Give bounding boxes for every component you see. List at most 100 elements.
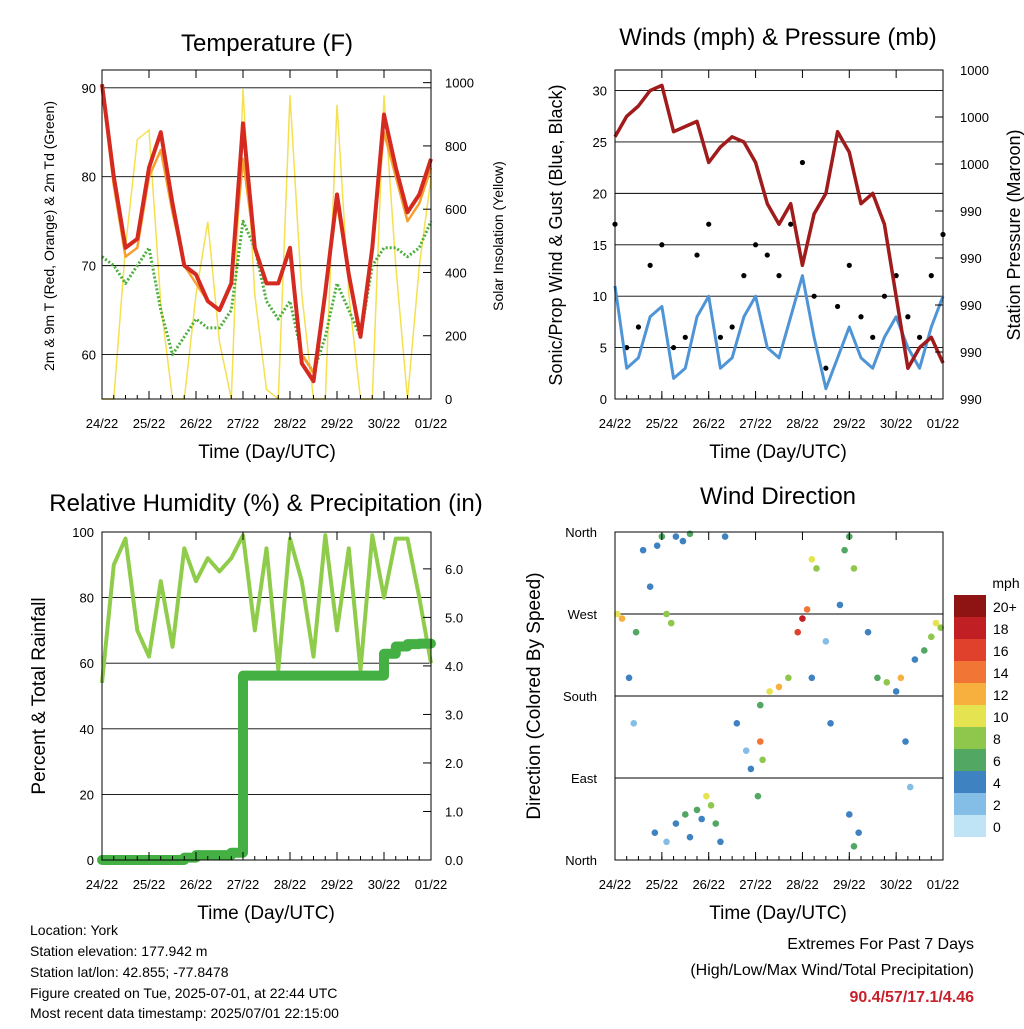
pressure-ytick-label: 990: [960, 298, 982, 313]
humidity-ytick-label: 40: [80, 722, 94, 737]
temperature-ytick-label: 80: [82, 170, 96, 185]
p0-xtick-label: 28/22: [274, 416, 307, 431]
direction-point: [803, 606, 811, 613]
direction-ytick-label: North: [565, 525, 597, 540]
solar-ytick-label: 600: [445, 202, 467, 217]
winds-ytick-label: 10: [593, 289, 607, 304]
direction-point: [902, 738, 909, 745]
gust-point: [858, 314, 864, 320]
direction-ylabel: Direction (Colored By Speed): [524, 572, 545, 819]
solar-insolation-line: [102, 88, 432, 401]
direction-point: [874, 674, 881, 682]
p1-xtick-label: 26/22: [692, 416, 725, 431]
solar-ytick-label: 0: [445, 392, 452, 407]
gust-point: [905, 314, 911, 320]
temperature-ylabel: 2m & 9m T (Red, Orange) & 2m Td (Green): [41, 101, 57, 371]
extremes-title: Extremes For Past 7 Days: [787, 936, 974, 953]
solar-ytick-label: 800: [445, 139, 467, 154]
direction-point: [799, 615, 806, 622]
direction-plot-area: [614, 530, 944, 861]
legend-title: mph: [992, 575, 1019, 591]
relative-humidity-line: [100, 533, 433, 684]
gust-point: [846, 262, 852, 268]
direction-point: [698, 815, 705, 823]
precip-ytick-label: 2.0: [445, 756, 463, 771]
direction-point: [747, 765, 755, 773]
winds-ytick-label: 20: [593, 186, 607, 201]
direction-point: [632, 628, 640, 636]
winds-ytick-label: 0: [600, 392, 607, 407]
direction-point: [618, 615, 626, 622]
direction-point: [920, 647, 928, 654]
gust-point: [706, 221, 712, 227]
legend-label: 16: [993, 643, 1009, 659]
humidity-plot-area: [97, 531, 436, 865]
wind-speed-line: [613, 274, 945, 391]
gust-point: [881, 293, 888, 299]
p2-xtick-label: 24/22: [86, 877, 119, 892]
winds-axes: 24/22 25/22 26/22 27/22 28/22 29/22 30/22 01/22…: [593, 63, 989, 431]
pressure-ytick-label: 1000: [960, 157, 989, 172]
direction-point: [667, 619, 675, 627]
direction-point: [646, 583, 654, 590]
legend-swatch: [954, 727, 986, 749]
p2-xtick-label: 25/22: [133, 877, 166, 892]
direction-panel: Wind Direction Time (Day/UTC) Direction …: [524, 483, 1020, 924]
direction-point: [712, 820, 720, 827]
gust-point: [694, 252, 700, 258]
legend-swatch: [954, 793, 986, 815]
p2-xtick-label: 27/22: [227, 877, 260, 892]
direction-point: [653, 542, 661, 549]
legend-label: 12: [993, 687, 1009, 703]
legend-swatch: [954, 617, 986, 639]
footer-elevation: Station elevation: 177.942 m: [30, 943, 208, 959]
footer-location: Location: York: [30, 922, 118, 938]
gust-point: [776, 273, 782, 279]
direction-point: [663, 610, 670, 618]
direction-ytick-label: South: [563, 689, 597, 704]
legend-label: 8: [993, 731, 1001, 747]
p2-xtick-label: 01/22: [415, 877, 448, 892]
p2-xtick-label: 26/22: [180, 877, 213, 892]
direction-xlabel: Time (Day/UTC): [709, 903, 847, 924]
legend-label: 14: [993, 665, 1009, 681]
direction-point: [883, 679, 891, 686]
humidity-ytick-label: 80: [80, 591, 94, 606]
direction-point: [663, 838, 670, 846]
precip-ytick-label: 0.0: [445, 853, 463, 868]
direction-point: [614, 610, 621, 618]
pressure-ylabel: Station Pressure (Maroon): [1004, 129, 1024, 340]
direction-point: [932, 619, 940, 627]
solar-ytick-label: 1000: [445, 76, 474, 91]
humidity-ytick-label: 0: [87, 853, 94, 868]
p1-xtick-label: 29/22: [833, 416, 866, 431]
legend-label: 4: [993, 775, 1001, 791]
direction-point: [841, 546, 848, 554]
precip-ytick-label: 4.0: [445, 659, 463, 674]
p0-xtick-label: 29/22: [321, 416, 354, 431]
gust-point: [870, 334, 876, 340]
direction-point: [892, 688, 900, 695]
p3-xtick-label: 24/22: [599, 877, 632, 892]
legend-swatch: [954, 595, 986, 617]
humidity-xlabel: Time (Day/UTC): [197, 903, 335, 924]
legend-label: 2: [993, 797, 1001, 813]
extremes-values: 90.4/57/17.1/4.46: [849, 989, 974, 1006]
pressure-ytick-label: 1000: [960, 63, 989, 78]
p0-xtick-label: 26/22: [180, 416, 213, 431]
gust-point: [659, 242, 665, 248]
humidity-ytick-label: 20: [80, 787, 94, 802]
direction-point: [845, 811, 853, 818]
precipitation-line: [97, 638, 436, 865]
gust-point: [788, 221, 794, 227]
direction-point: [836, 601, 844, 609]
winds-ytick-label: 25: [593, 135, 607, 150]
direction-point: [906, 783, 914, 791]
direction-ytick-label: North: [565, 853, 597, 868]
temperature-ytick-label: 60: [82, 348, 96, 363]
legend-swatch: [954, 771, 986, 793]
precip-ytick-label: 1.0: [445, 804, 463, 819]
p1-xtick-label: 28/22: [786, 416, 819, 431]
legend-label: 6: [993, 753, 1001, 769]
